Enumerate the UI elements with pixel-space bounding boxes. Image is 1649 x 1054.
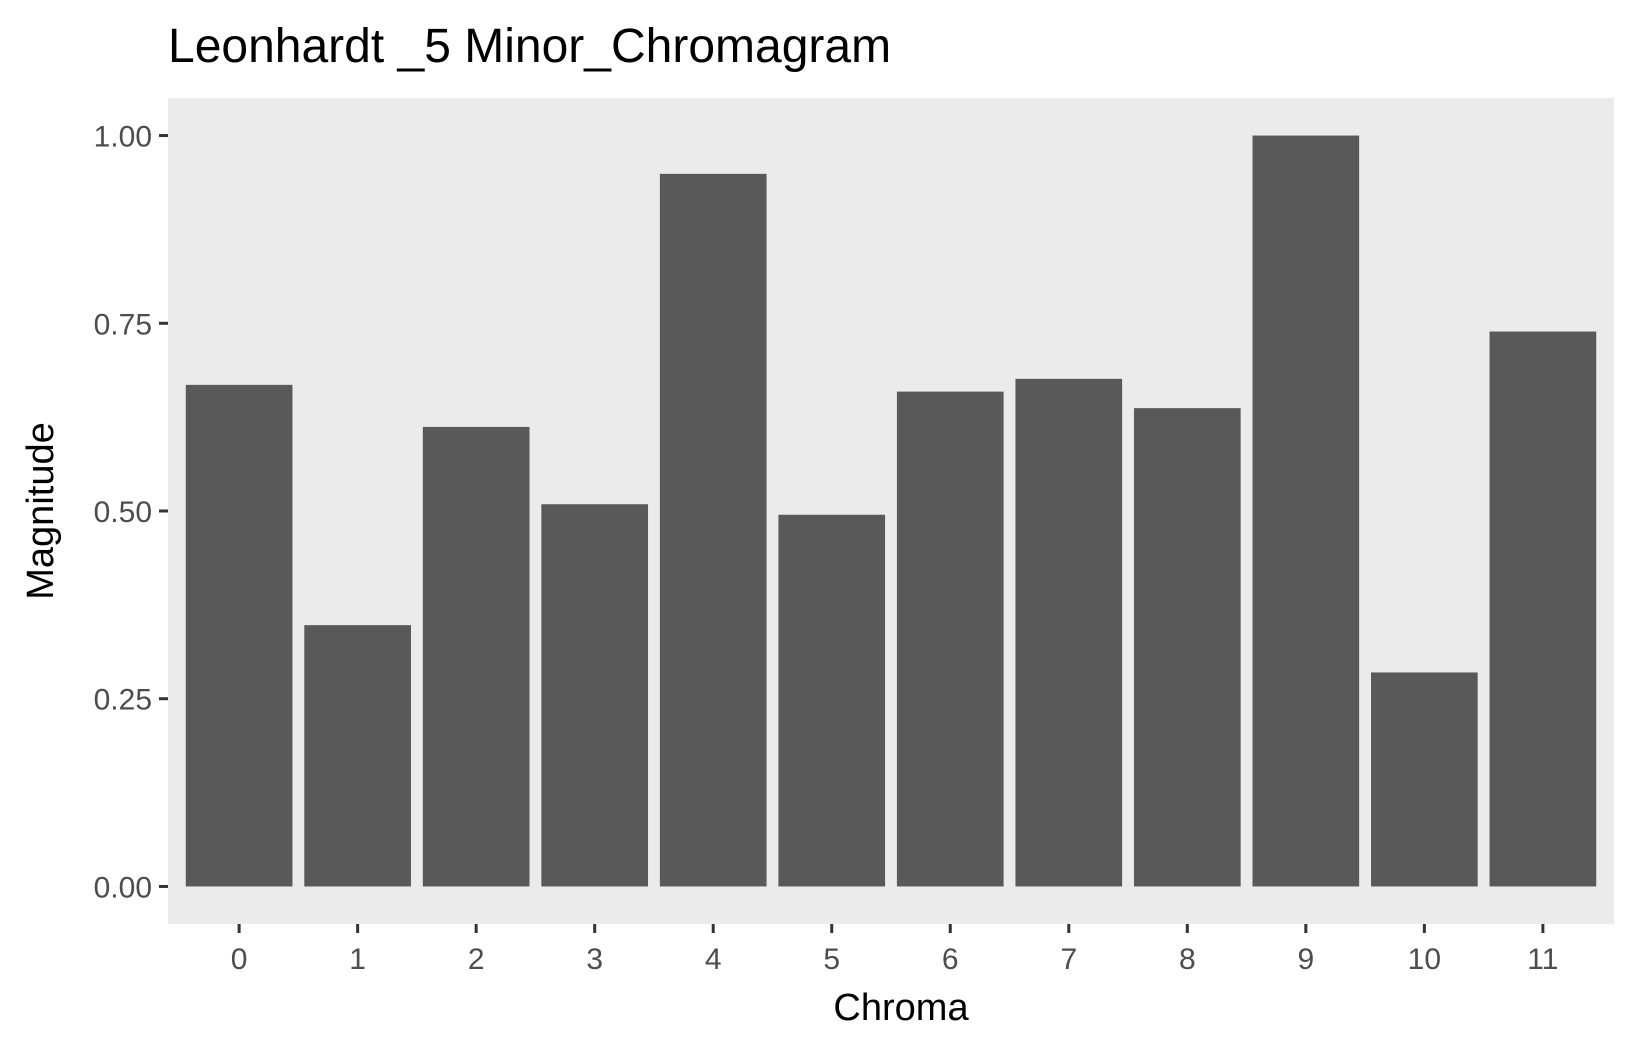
x-tick-label: 9: [1297, 943, 1314, 976]
x-tick-label: 11: [1527, 943, 1558, 976]
bar-chroma-4: [659, 173, 767, 887]
x-tick-label: 4: [705, 943, 722, 976]
x-axis: 0 1 2 3 4 5 6 7 8 9 10 11: [231, 924, 1558, 976]
bar-chroma-10: [1371, 672, 1478, 887]
bars-layer: [185, 135, 1597, 887]
bar-chroma-5: [778, 514, 886, 887]
x-axis-title: Chroma: [833, 987, 969, 1029]
chart-title: Leonhardt _5 Minor_Chromagram: [168, 20, 891, 73]
x-tick-label: 1: [349, 943, 366, 976]
x-tick-label: 0: [231, 943, 248, 976]
y-tick-label: 0.50: [94, 496, 152, 529]
y-tick-label: 0.00: [94, 871, 152, 904]
x-tick-label: 3: [586, 943, 603, 976]
bar-chroma-3: [541, 504, 649, 887]
y-axis-title: Magnitude: [20, 422, 62, 599]
bar-chroma-0: [185, 384, 293, 887]
bar-chroma-2: [422, 426, 530, 887]
x-tick-label: 7: [1060, 943, 1077, 976]
x-tick-label: 8: [1179, 943, 1196, 976]
y-tick-label: 0.25: [94, 684, 152, 717]
bar-chroma-11: [1489, 331, 1597, 887]
y-axis: 0.00 0.25 0.50 0.75 1.00: [94, 121, 168, 904]
bar-chroma-1: [304, 625, 411, 887]
bar-chroma-6: [896, 391, 1004, 887]
x-tick-label: 2: [468, 943, 485, 976]
bar-chroma-7: [1015, 378, 1123, 887]
bar-chroma-8: [1133, 408, 1241, 887]
x-tick-label: 10: [1408, 943, 1441, 976]
x-tick-label: 6: [942, 943, 959, 976]
y-tick-label: 1.00: [94, 121, 152, 154]
bar-chroma-9: [1252, 135, 1360, 887]
y-tick-label: 0.75: [94, 308, 152, 341]
x-tick-label: 5: [823, 943, 840, 976]
